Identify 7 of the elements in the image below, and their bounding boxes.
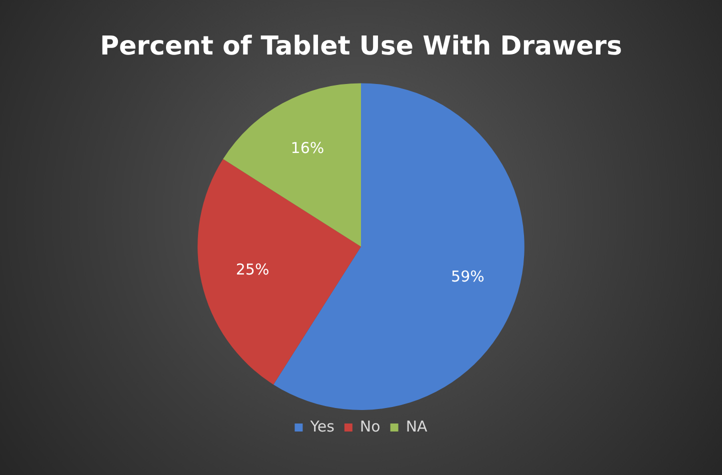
- data-label: 16%: [290, 139, 324, 158]
- legend-label: Yes: [309, 417, 335, 436]
- data-label: 25%: [236, 260, 270, 279]
- legend-label: No: [360, 417, 380, 436]
- legend-label: NA: [406, 417, 428, 436]
- data-label: 59%: [451, 267, 484, 286]
- chart-title: Percent of Tablet Use With Drawers: [100, 31, 622, 62]
